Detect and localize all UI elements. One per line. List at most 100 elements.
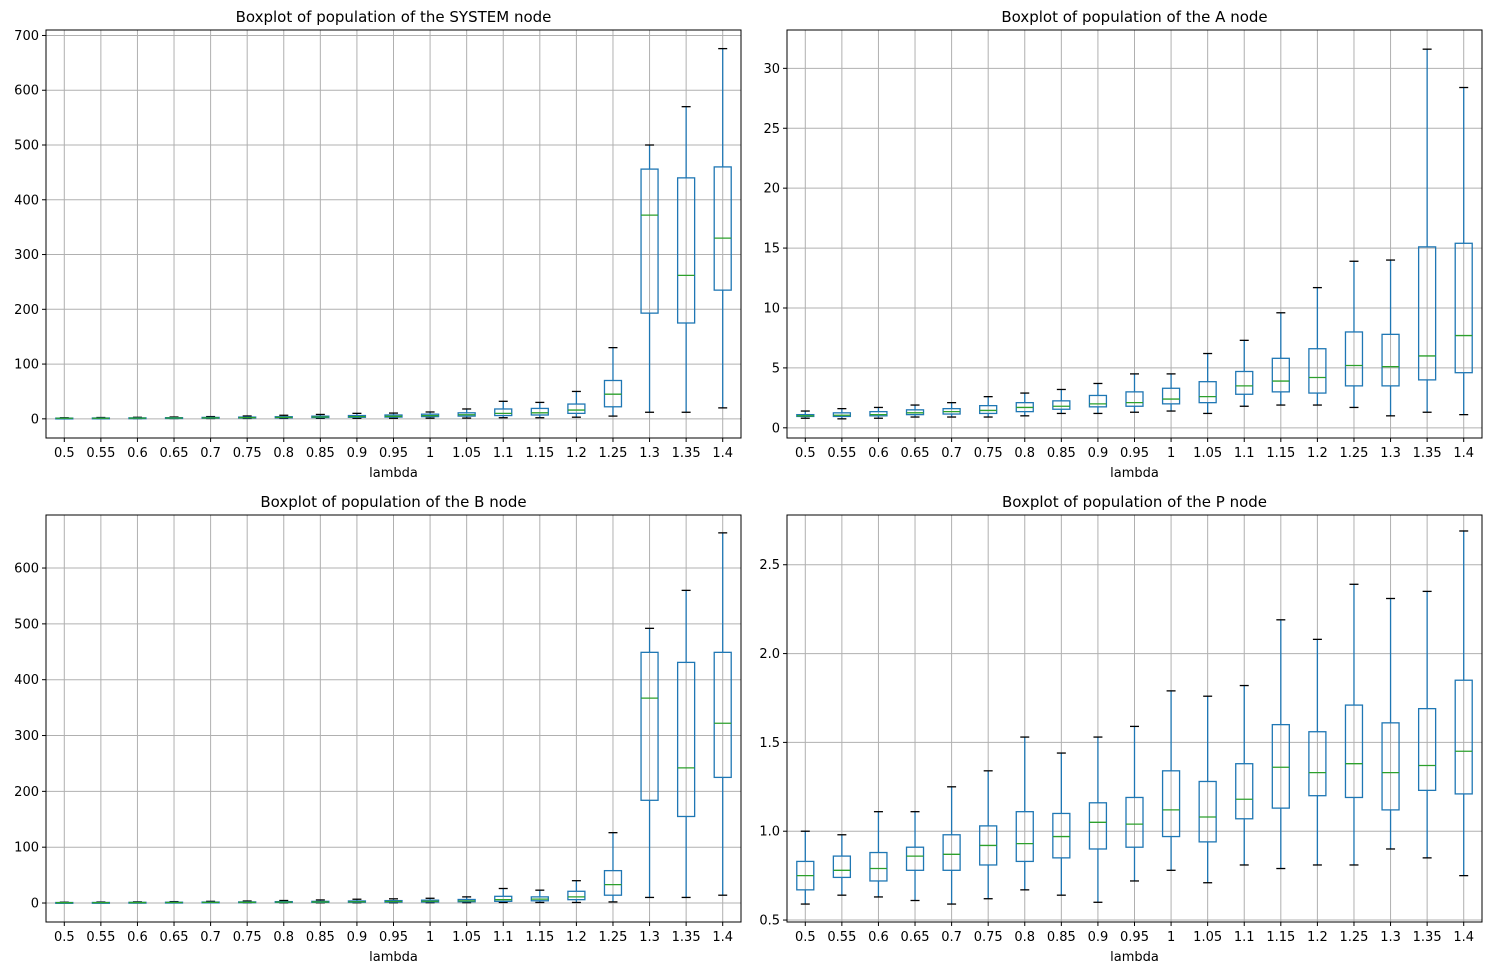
y-tick-label: 15: [763, 242, 780, 257]
chart-panel-3: 0.5 0.55 0.6 0.65 0.7 0.75 0.8 0.85 0.9 0.95 1 1.05…: [14, 493, 742, 965]
box-0.8: [274, 899, 293, 904]
box-1.35: [676, 106, 696, 413]
box-1.35: [1417, 48, 1437, 413]
box-0.8: [1015, 736, 1034, 891]
box-iqr: [640, 168, 659, 314]
chart-title: Boxplot of population of the P node: [1002, 493, 1267, 511]
x-tick-label: 0.7: [941, 930, 962, 945]
x-tick-label: 0.65: [160, 930, 189, 945]
box-iqr: [1271, 357, 1290, 393]
y-tick-label: 20: [763, 182, 780, 197]
x-tick-label: 1.35: [1413, 446, 1442, 461]
y-tick-label: 100: [14, 841, 39, 856]
box-0.65: [905, 811, 925, 902]
x-tick-label: 0.85: [1047, 446, 1076, 461]
x-tick-label: 1.05: [1193, 446, 1222, 461]
box-iqr: [1198, 381, 1217, 404]
box-iqr: [640, 651, 659, 801]
x-tick-label: 1.3: [1380, 446, 1401, 461]
box-0.9: [347, 898, 367, 904]
box-1: [420, 411, 440, 419]
box-0.8: [274, 414, 293, 420]
box-iqr: [1235, 763, 1254, 820]
x-tick-label: 0.55: [827, 930, 856, 945]
y-tick-label: 2.0: [759, 647, 780, 662]
x-tick-label: 0.65: [901, 930, 930, 945]
y-tick-label: 1.0: [759, 825, 780, 840]
box-iqr: [530, 407, 549, 416]
box-0.9: [1088, 736, 1108, 903]
y-tick-label: 500: [14, 139, 39, 154]
x-tick-label: 1.3: [1380, 930, 1401, 945]
box-iqr: [1015, 811, 1034, 863]
x-tick-label: 0.75: [233, 446, 262, 461]
box-iqr: [905, 846, 925, 871]
x-tick-label: 1.15: [525, 930, 554, 945]
box-iqr: [494, 408, 513, 417]
x-tick-label: 0.7: [200, 930, 221, 945]
box-1.05: [457, 896, 476, 904]
x-axis-label: lambda: [369, 466, 418, 481]
box-0.7: [942, 402, 961, 418]
x-tick-label: 1.25: [1339, 930, 1368, 945]
x-tick-label: 1.05: [452, 930, 481, 945]
box-1.25: [603, 832, 623, 903]
x-tick-label: 1.05: [1193, 930, 1222, 945]
box-0.65: [164, 900, 184, 904]
y-tick-label: 300: [14, 729, 39, 744]
box-0.5: [796, 410, 815, 419]
box-0.55: [91, 901, 111, 904]
box-0.8: [1015, 392, 1034, 417]
box-1.2: [1308, 638, 1327, 866]
x-tick-label: 1.4: [1453, 930, 1474, 945]
box-1.15: [1271, 312, 1290, 406]
box-0.75: [979, 770, 998, 900]
box-0.5: [796, 830, 815, 905]
box-1.25: [1344, 583, 1364, 866]
box-iqr: [1235, 370, 1254, 395]
chart-title: Boxplot of population of the B node: [260, 493, 526, 511]
box-0.75: [238, 415, 257, 420]
box-1.35: [676, 589, 696, 899]
box-iqr: [676, 177, 696, 324]
box-0.85: [311, 413, 330, 419]
box-0.85: [1052, 388, 1071, 415]
y-tick-label: 30: [763, 62, 780, 77]
x-tick-label: 0.85: [306, 446, 335, 461]
x-tick-label: 0.55: [86, 930, 115, 945]
box-0.75: [238, 900, 257, 904]
box-1.4: [1454, 86, 1473, 416]
x-tick-label: 1.4: [712, 446, 733, 461]
box-0.75: [979, 396, 998, 418]
x-tick-label: 1: [426, 446, 434, 461]
box-iqr: [869, 851, 888, 882]
box-1.2: [567, 880, 586, 904]
x-tick-label: 1.2: [566, 930, 587, 945]
x-tick-label: 0.65: [901, 446, 930, 461]
box-iqr: [567, 890, 586, 901]
box-1: [420, 897, 440, 904]
box-1.1: [494, 400, 513, 419]
box-0.65: [905, 404, 925, 418]
box-iqr: [1381, 333, 1400, 387]
x-tick-label: 0.6: [127, 930, 148, 945]
box-iqr: [1161, 387, 1181, 405]
box-iqr: [832, 855, 852, 879]
box-iqr: [979, 404, 998, 415]
box-iqr: [1052, 812, 1071, 859]
box-0.55: [832, 407, 852, 420]
x-axis-label: lambda: [369, 950, 418, 965]
x-tick-label: 1.25: [598, 446, 627, 461]
chart-title: Boxplot of population of the A node: [1001, 8, 1267, 26]
x-tick-label: 1.1: [1234, 446, 1255, 461]
x-tick-label: 0.75: [974, 930, 1003, 945]
box-1: [1161, 373, 1181, 412]
box-1.2: [1308, 286, 1327, 406]
x-tick-label: 1.25: [598, 930, 627, 945]
x-tick-label: 0.6: [868, 930, 889, 945]
box-iqr: [1417, 707, 1437, 792]
x-tick-label: 1.25: [1339, 446, 1368, 461]
box-0.6: [869, 811, 888, 898]
box-1.4: [713, 532, 732, 896]
